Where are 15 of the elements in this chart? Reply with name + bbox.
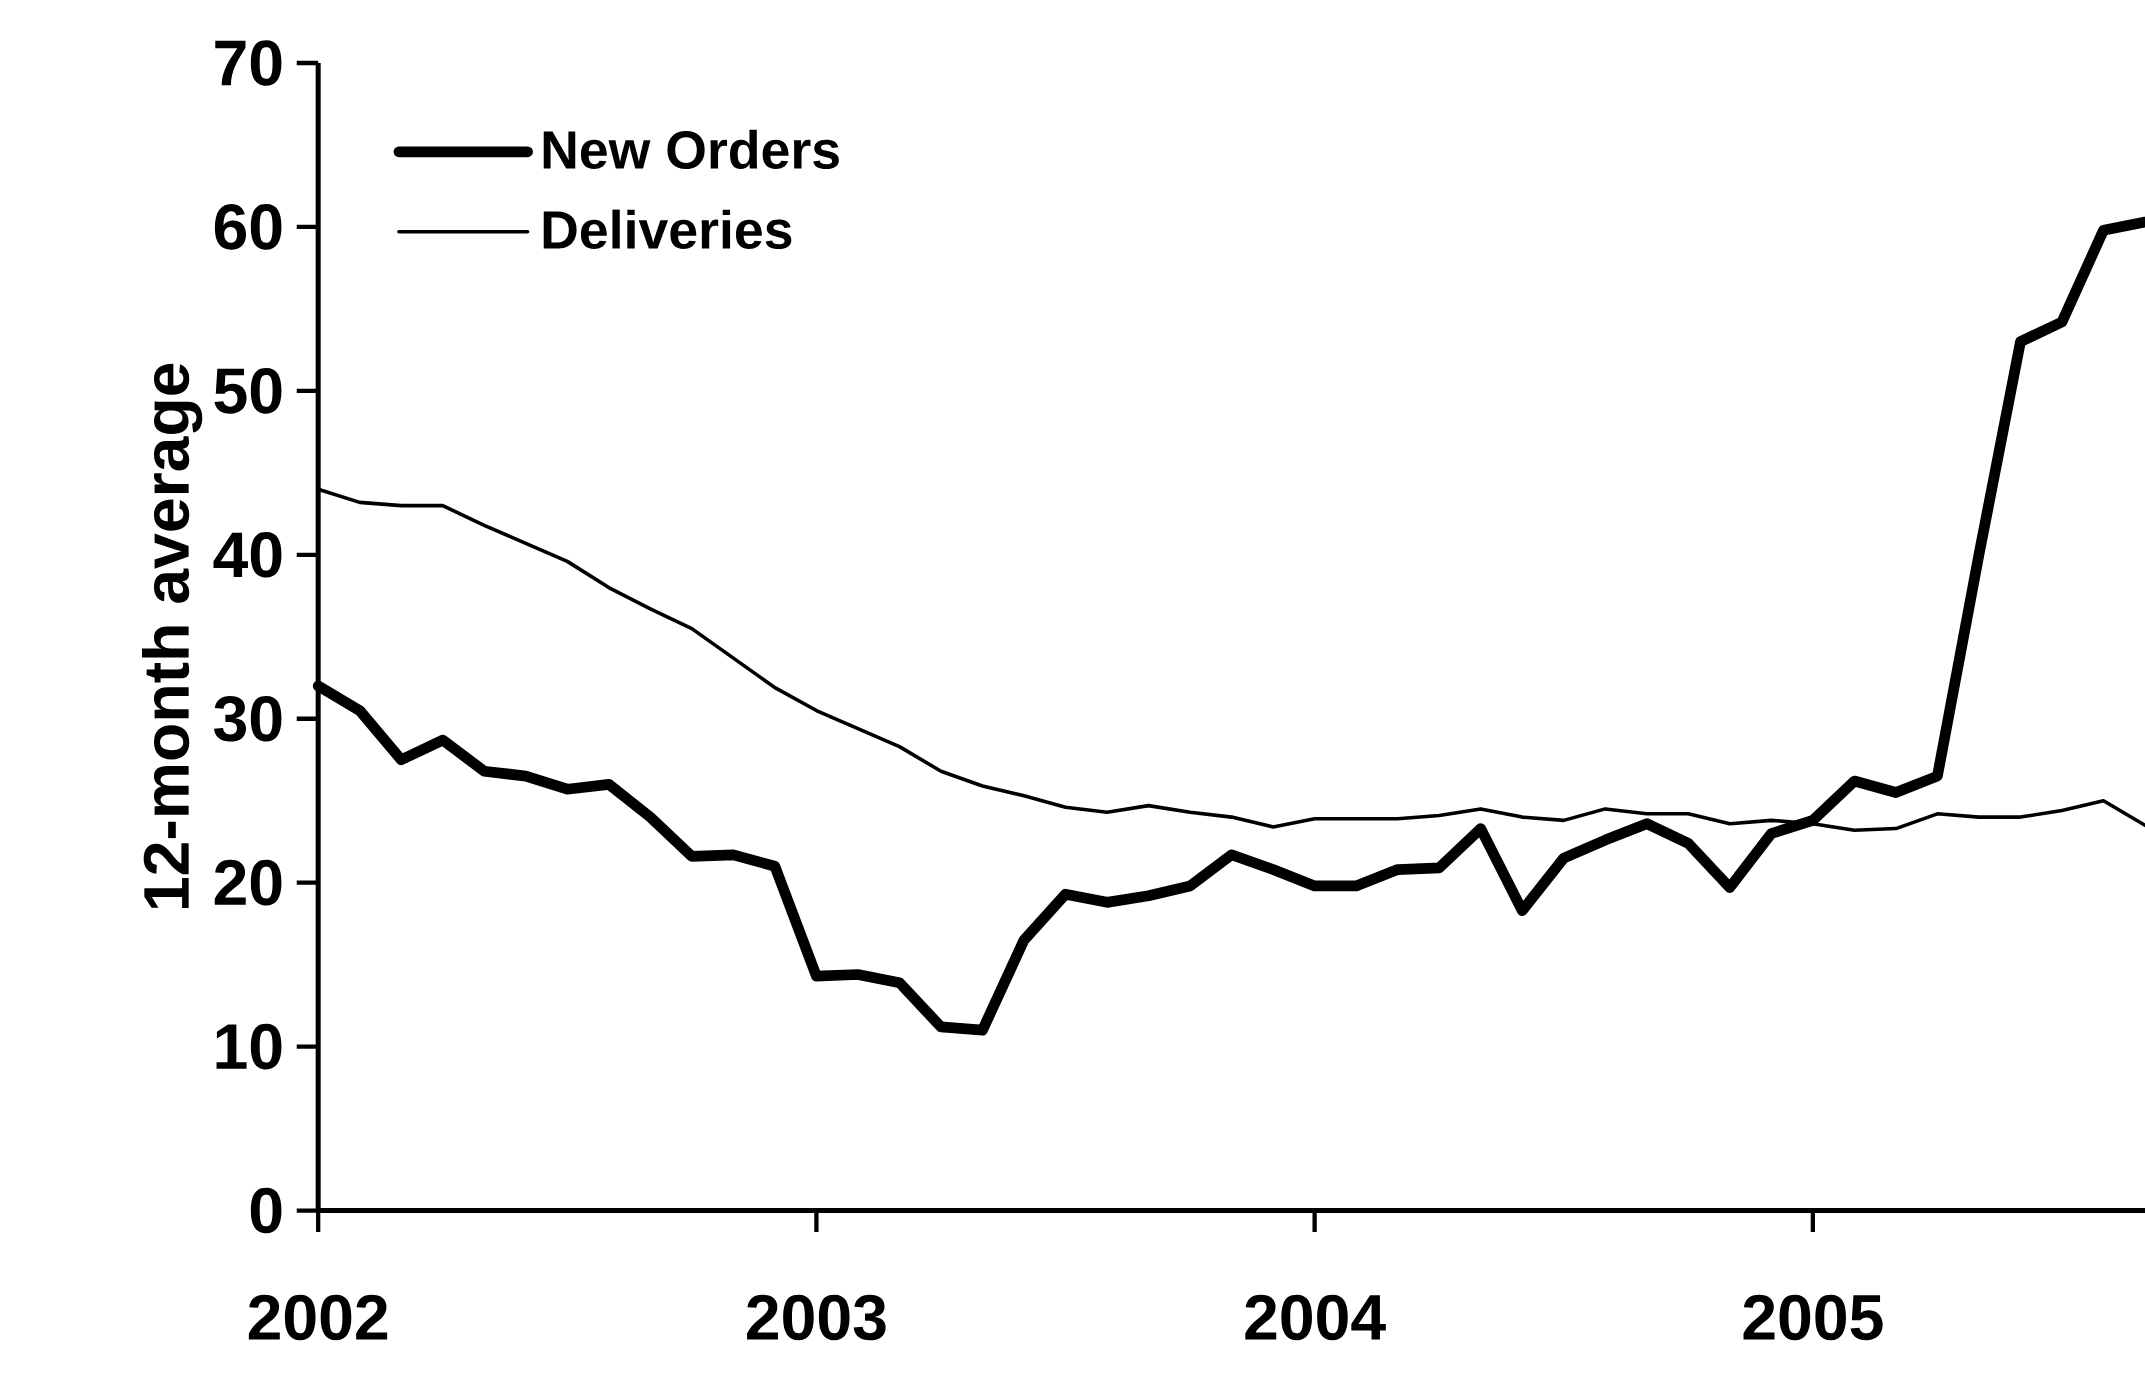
x-tick-label: 2003 — [747, 1294, 886, 1341]
y-axis-title: 12-month average — [141, 363, 203, 909]
y-tick-label: 70 — [215, 40, 282, 86]
y-tick-label: 10 — [216, 1023, 282, 1070]
y-tick-label: 20 — [214, 859, 282, 906]
x-tick-label: 2005 — [1743, 1294, 1883, 1341]
legend-label: Deliveries — [543, 209, 792, 249]
y-tick-label: 0 — [250, 1187, 282, 1234]
y-tick-label: 60 — [214, 204, 282, 250]
legend-label: New Orders — [543, 129, 839, 170]
x-tick-label: 2004 — [1245, 1294, 1386, 1341]
y-tick-label: 50 — [214, 368, 282, 414]
y-tick-label: 30 — [213, 695, 282, 742]
x-tick-label: 2002 — [248, 1294, 388, 1341]
y-tick-label: 40 — [213, 531, 282, 578]
